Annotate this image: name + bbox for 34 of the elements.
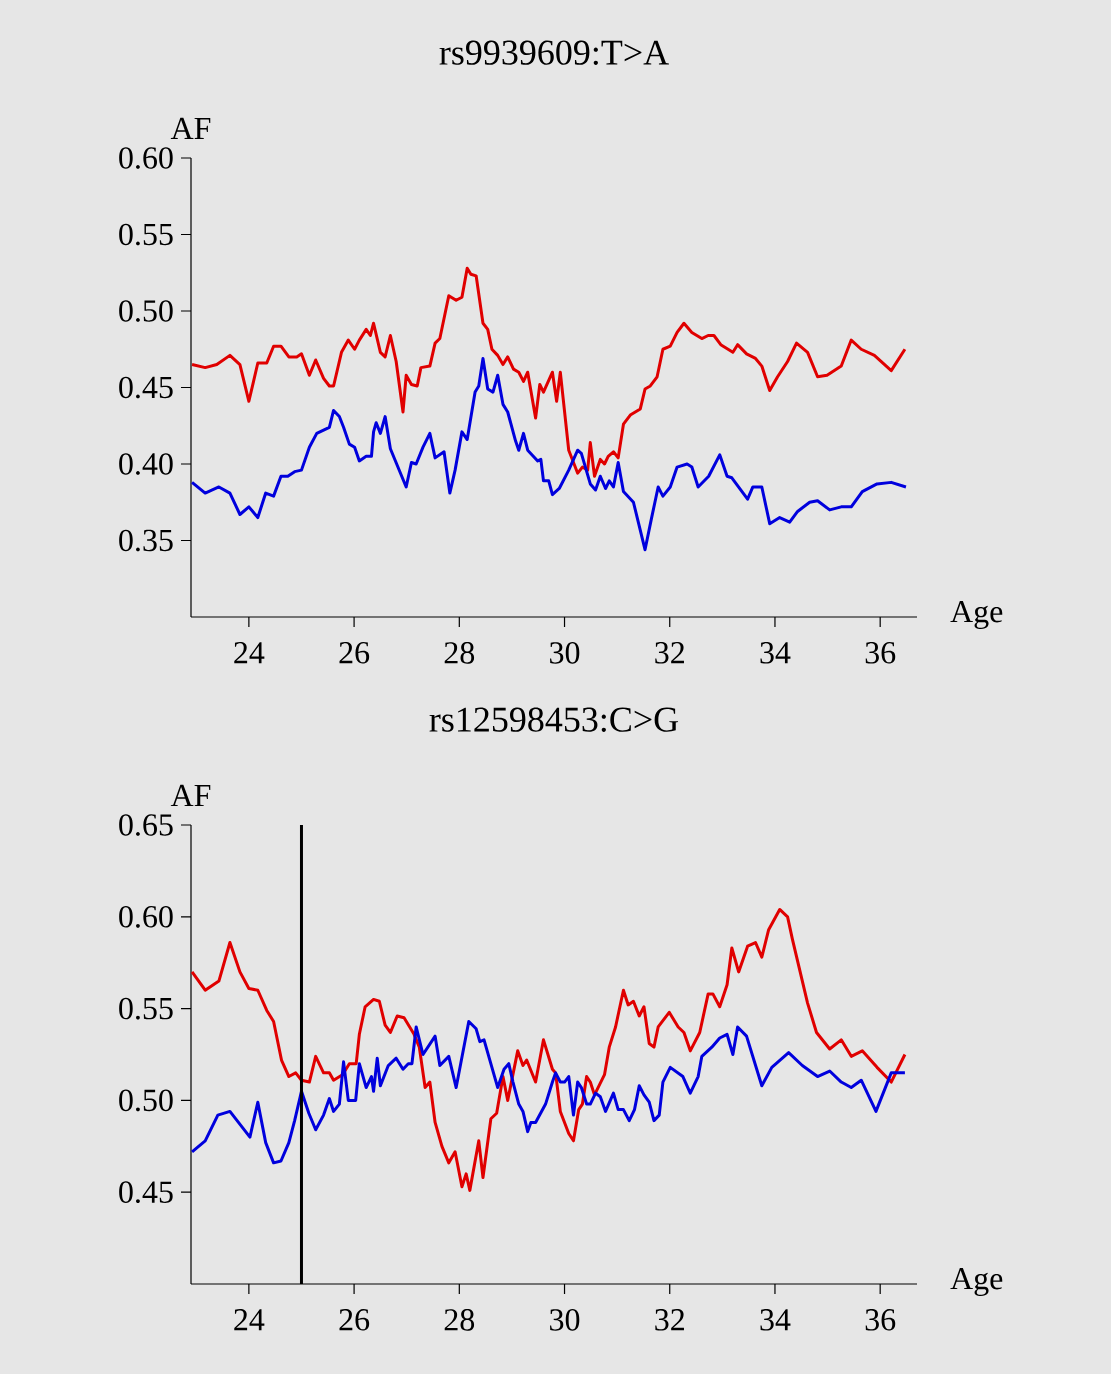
y-tick-label: 0.65 (119, 814, 173, 836)
y-tick-label: 0.45 (119, 1181, 173, 1204)
line-series (190, 907, 907, 1192)
x-tick-label: 30 (550, 642, 580, 664)
y-tick-label: 0.60 (119, 147, 173, 169)
y-tick-label: 0.35 (119, 529, 173, 552)
y-tick-label: 0.60 (119, 905, 173, 928)
y-axis-title: AF (170, 117, 211, 139)
y-tick-label: 0.50 (119, 1089, 173, 1112)
x-axis-title: Age (950, 601, 1003, 630)
x-tick-label: 32 (655, 642, 684, 664)
y-tick-label: 0.45 (119, 376, 173, 399)
x-tick-label: 30 (550, 1309, 580, 1331)
y-tick-label: 0.40 (119, 453, 173, 475)
y-tick-label: 0.50 (119, 300, 173, 322)
x-tick-label: 36 (865, 1309, 896, 1331)
x-tick-label: 28 (444, 642, 475, 664)
chart-title: rs12598453:C>G (429, 707, 679, 732)
x-tick-label: 36 (865, 642, 896, 664)
line-series (190, 266, 907, 478)
x-tick-label: 24 (234, 1309, 265, 1331)
x-tick-label: 34 (760, 1309, 791, 1331)
x-tick-label: 24 (234, 642, 265, 664)
line-series (190, 356, 908, 552)
y-tick-label: 0.55 (119, 223, 173, 246)
x-tick-label: 28 (444, 1309, 475, 1331)
x-axis-title: Age (950, 1268, 1003, 1297)
chart-title: rs9939609:T>A (439, 40, 669, 65)
x-tick-label: 32 (655, 1309, 684, 1331)
x-tick-label: 34 (760, 642, 791, 664)
x-tick-label: 26 (339, 1309, 370, 1331)
x-tick-label: 26 (339, 642, 370, 664)
y-axis-title: AF (170, 784, 211, 806)
y-tick-label: 0.55 (119, 997, 173, 1020)
